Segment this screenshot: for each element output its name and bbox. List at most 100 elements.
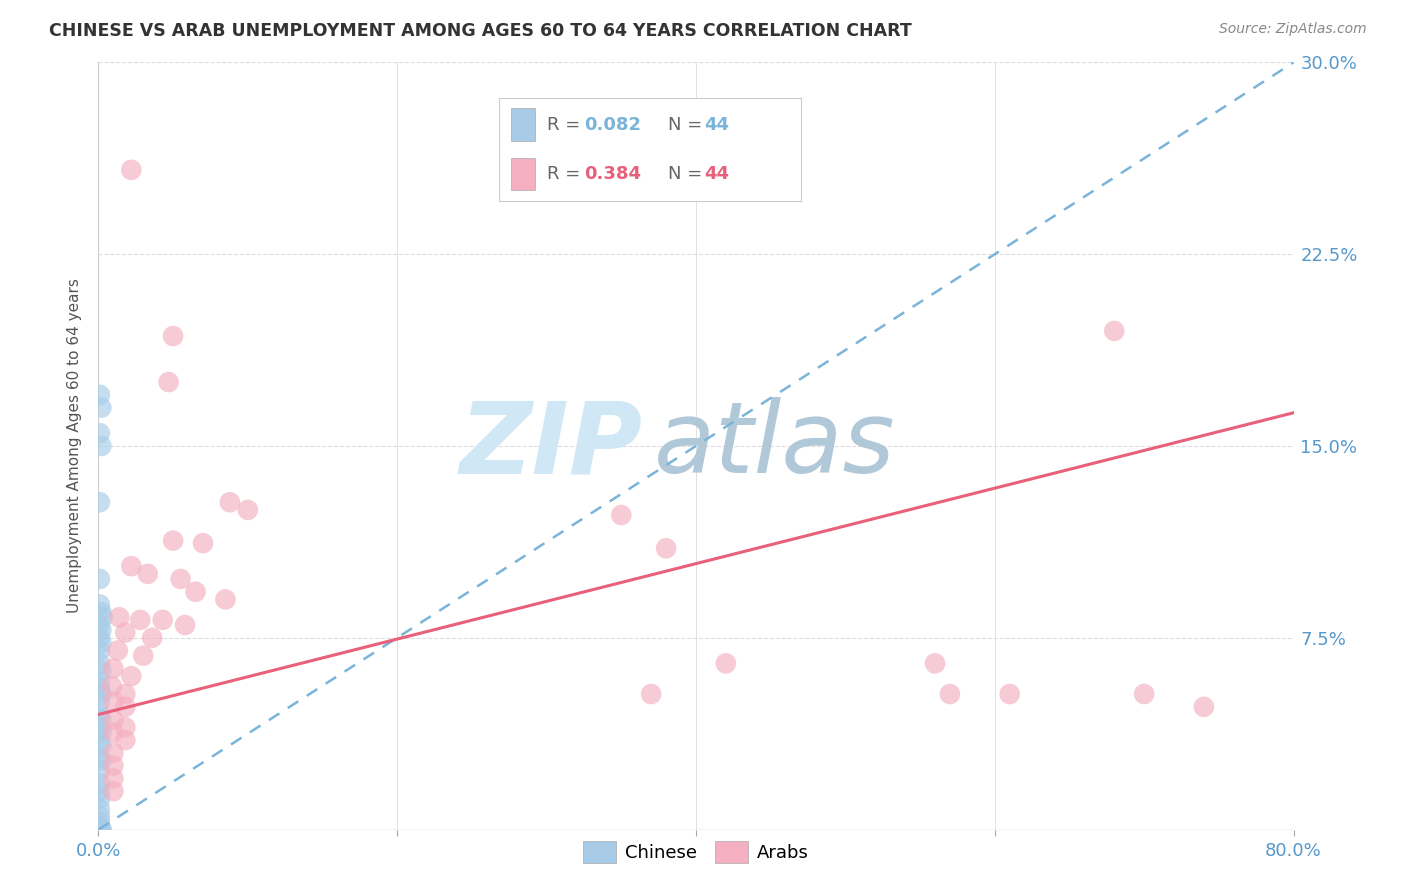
Point (184, 584, 207, 599)
Point (90, 738, 112, 752)
Point (114, 720, 136, 734)
Point (90, 725, 112, 739)
Point (89, 814, 111, 829)
Point (120, 559, 142, 574)
Point (103, 725, 125, 739)
Point (90, 439, 112, 453)
Point (714, 657, 737, 671)
Point (114, 699, 136, 714)
Point (219, 495, 242, 509)
Point (157, 375, 180, 389)
Point (90, 401, 112, 415)
Point (103, 758, 125, 772)
Text: N =: N = (668, 165, 709, 183)
Point (169, 572, 191, 586)
Point (89, 426, 111, 441)
Text: 44: 44 (704, 165, 730, 183)
Text: 0.082: 0.082 (583, 116, 641, 134)
Point (103, 784, 125, 798)
Text: Source: ZipAtlas.com: Source: ZipAtlas.com (1219, 22, 1367, 37)
Point (89, 822, 111, 837)
Point (89, 792, 111, 806)
Point (120, 669, 142, 683)
Text: atlas: atlas (654, 398, 896, 494)
Point (90, 822, 112, 837)
Point (191, 536, 214, 550)
Point (89, 784, 111, 798)
Point (114, 625, 136, 640)
Text: CHINESE VS ARAB UNEMPLOYMENT AMONG AGES 60 TO 64 YEARS CORRELATION CHART: CHINESE VS ARAB UNEMPLOYMENT AMONG AGES … (49, 22, 912, 40)
Point (89, 822, 111, 837)
Point (162, 329, 184, 343)
Point (91, 610, 114, 624)
Point (89, 695, 111, 709)
Point (90, 636, 112, 650)
Point (90, 822, 112, 837)
Point (89, 822, 111, 837)
Point (90, 664, 112, 678)
Point (89, 751, 111, 765)
Point (103, 772, 125, 786)
Text: 44: 44 (704, 116, 730, 134)
Point (103, 661, 125, 675)
Point (114, 687, 136, 701)
Point (152, 613, 174, 627)
Point (924, 657, 946, 671)
Point (132, 648, 155, 663)
Point (998, 687, 1021, 701)
Point (214, 592, 236, 607)
FancyBboxPatch shape (512, 109, 536, 141)
Point (90, 713, 112, 727)
Point (610, 508, 633, 522)
Point (1133, 687, 1156, 701)
Text: 0.384: 0.384 (583, 165, 641, 183)
Y-axis label: Unemployment Among Ages 60 to 64 years: Unemployment Among Ages 60 to 64 years (67, 278, 83, 614)
Point (89, 820, 111, 834)
Text: ZIP: ZIP (460, 398, 643, 494)
Point (120, 162, 142, 177)
Point (90, 623, 112, 637)
Point (1104, 324, 1126, 338)
Point (89, 707, 111, 722)
Point (89, 802, 111, 816)
Point (101, 679, 124, 693)
Point (136, 566, 159, 581)
Point (939, 687, 962, 701)
Point (107, 643, 129, 657)
Point (89, 822, 111, 837)
Point (114, 733, 136, 747)
Point (89, 681, 111, 696)
Point (89, 388, 111, 402)
Point (89, 495, 111, 509)
Text: N =: N = (668, 116, 709, 134)
Point (108, 610, 131, 624)
Point (103, 713, 125, 727)
Point (89, 764, 111, 778)
Text: R =: R = (547, 116, 586, 134)
Point (129, 613, 152, 627)
Point (89, 657, 111, 671)
Point (89, 776, 111, 790)
Point (89, 822, 111, 837)
Point (236, 503, 259, 517)
Point (174, 618, 197, 632)
Point (89, 598, 111, 612)
Point (141, 631, 163, 645)
Point (89, 733, 111, 747)
Point (89, 631, 111, 645)
Point (89, 822, 111, 837)
Point (655, 541, 678, 556)
Point (89, 643, 111, 657)
Point (89, 572, 111, 586)
Legend: Chinese, Arabs: Chinese, Arabs (576, 834, 815, 871)
Point (162, 533, 184, 548)
Point (89, 674, 111, 689)
Point (90, 754, 112, 768)
Point (89, 618, 111, 632)
Point (90, 687, 112, 701)
FancyBboxPatch shape (512, 158, 536, 190)
Point (103, 746, 125, 760)
Point (103, 695, 125, 709)
Text: R =: R = (547, 165, 586, 183)
Point (1192, 699, 1215, 714)
